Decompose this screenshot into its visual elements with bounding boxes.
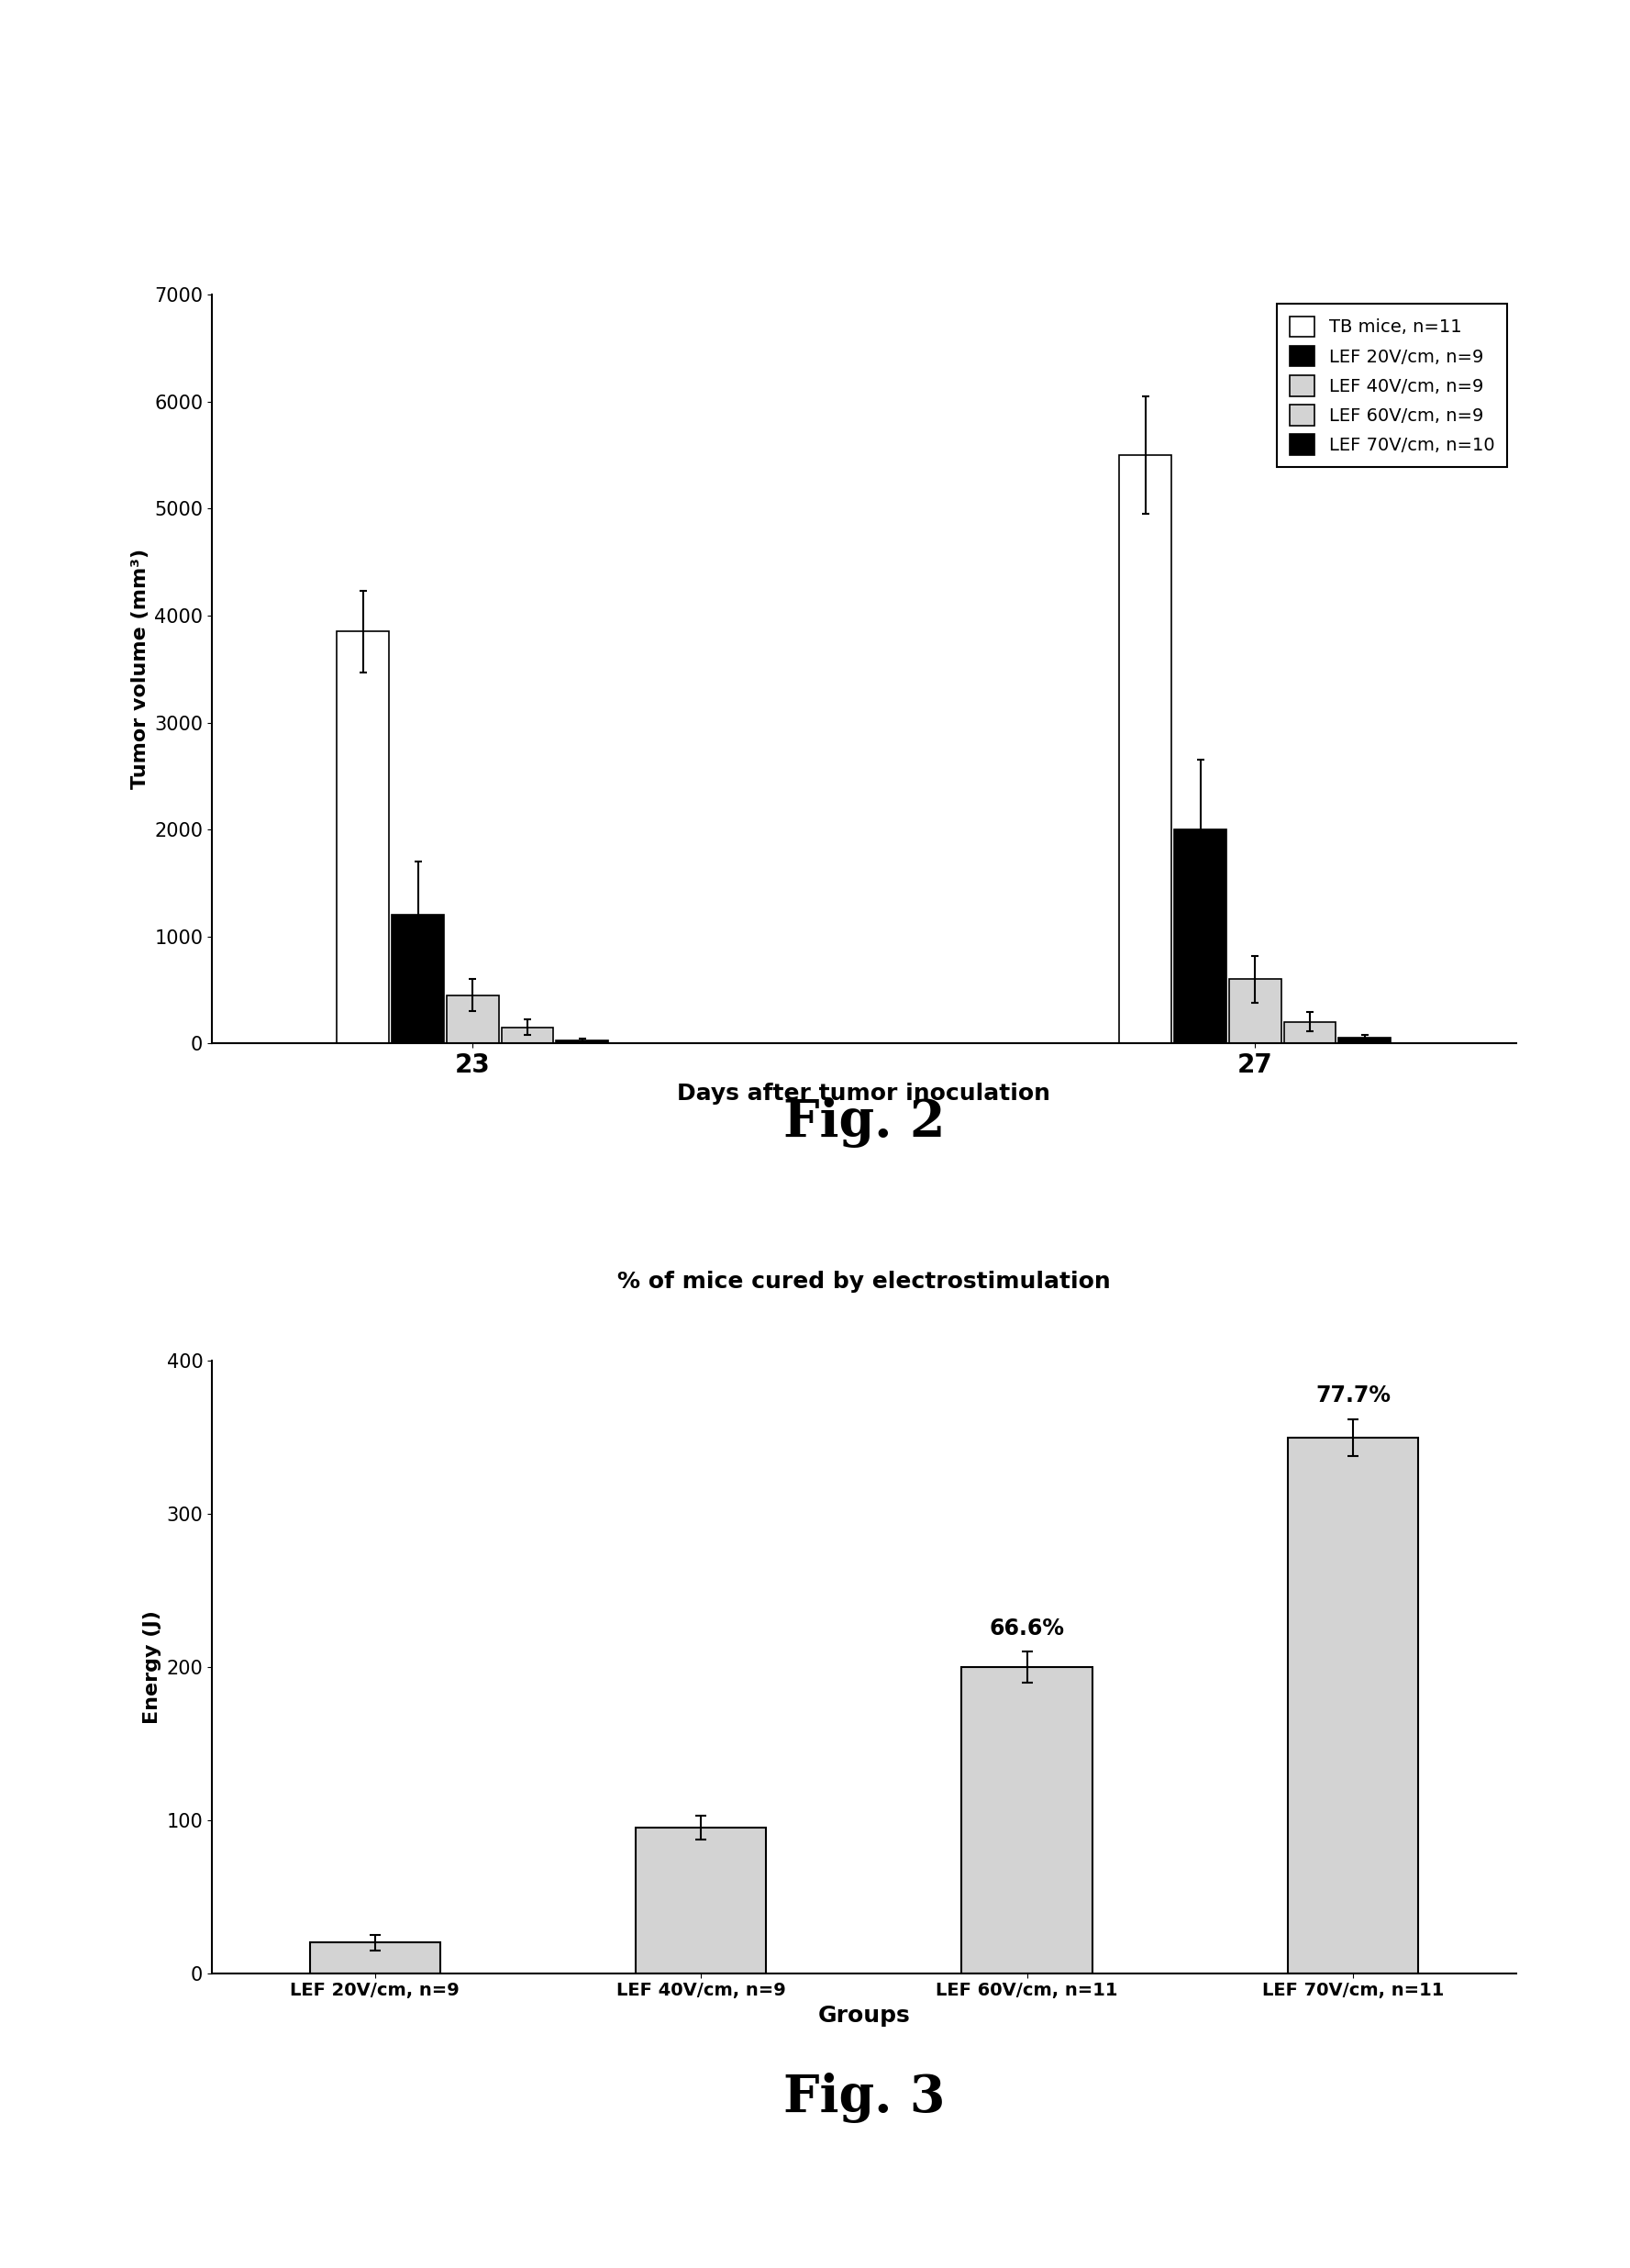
Bar [556,1041,608,1043]
Y-axis label: Tumor volume (mm³): Tumor volume (mm³) [130,549,150,789]
X-axis label: Days after tumor inoculation: Days after tumor inoculation [676,1084,1051,1105]
Text: 77.7%: 77.7% [1315,1386,1390,1406]
Bar [1288,1438,1418,1973]
Bar [1229,980,1281,1043]
Bar [337,631,390,1043]
Bar [447,996,499,1043]
Bar [1174,830,1226,1043]
Bar [962,1667,1092,1973]
Text: Fig. 3: Fig. 3 [782,2073,945,2123]
Bar [391,914,443,1043]
Bar [1338,1039,1390,1043]
Y-axis label: Energy (J): Energy (J) [143,1610,161,1724]
Legend: TB mice, n=11, LEF 20V/cm, n=9, LEF 40V/cm, n=9, LEF 60V/cm, n=9, LEF 70V/cm, n=: TB mice, n=11, LEF 20V/cm, n=9, LEF 40V/… [1276,304,1508,467]
Bar [1120,456,1172,1043]
Text: Fig. 2: Fig. 2 [782,1098,945,1148]
Bar [310,1941,440,1973]
X-axis label: Groups: Groups [818,2005,910,2028]
Bar [1284,1023,1337,1043]
Bar [636,1828,766,1973]
Text: 66.6%: 66.6% [989,1617,1064,1640]
Text: % of mice cured by electrostimulation: % of mice cured by electrostimulation [618,1270,1110,1293]
Bar [502,1027,554,1043]
